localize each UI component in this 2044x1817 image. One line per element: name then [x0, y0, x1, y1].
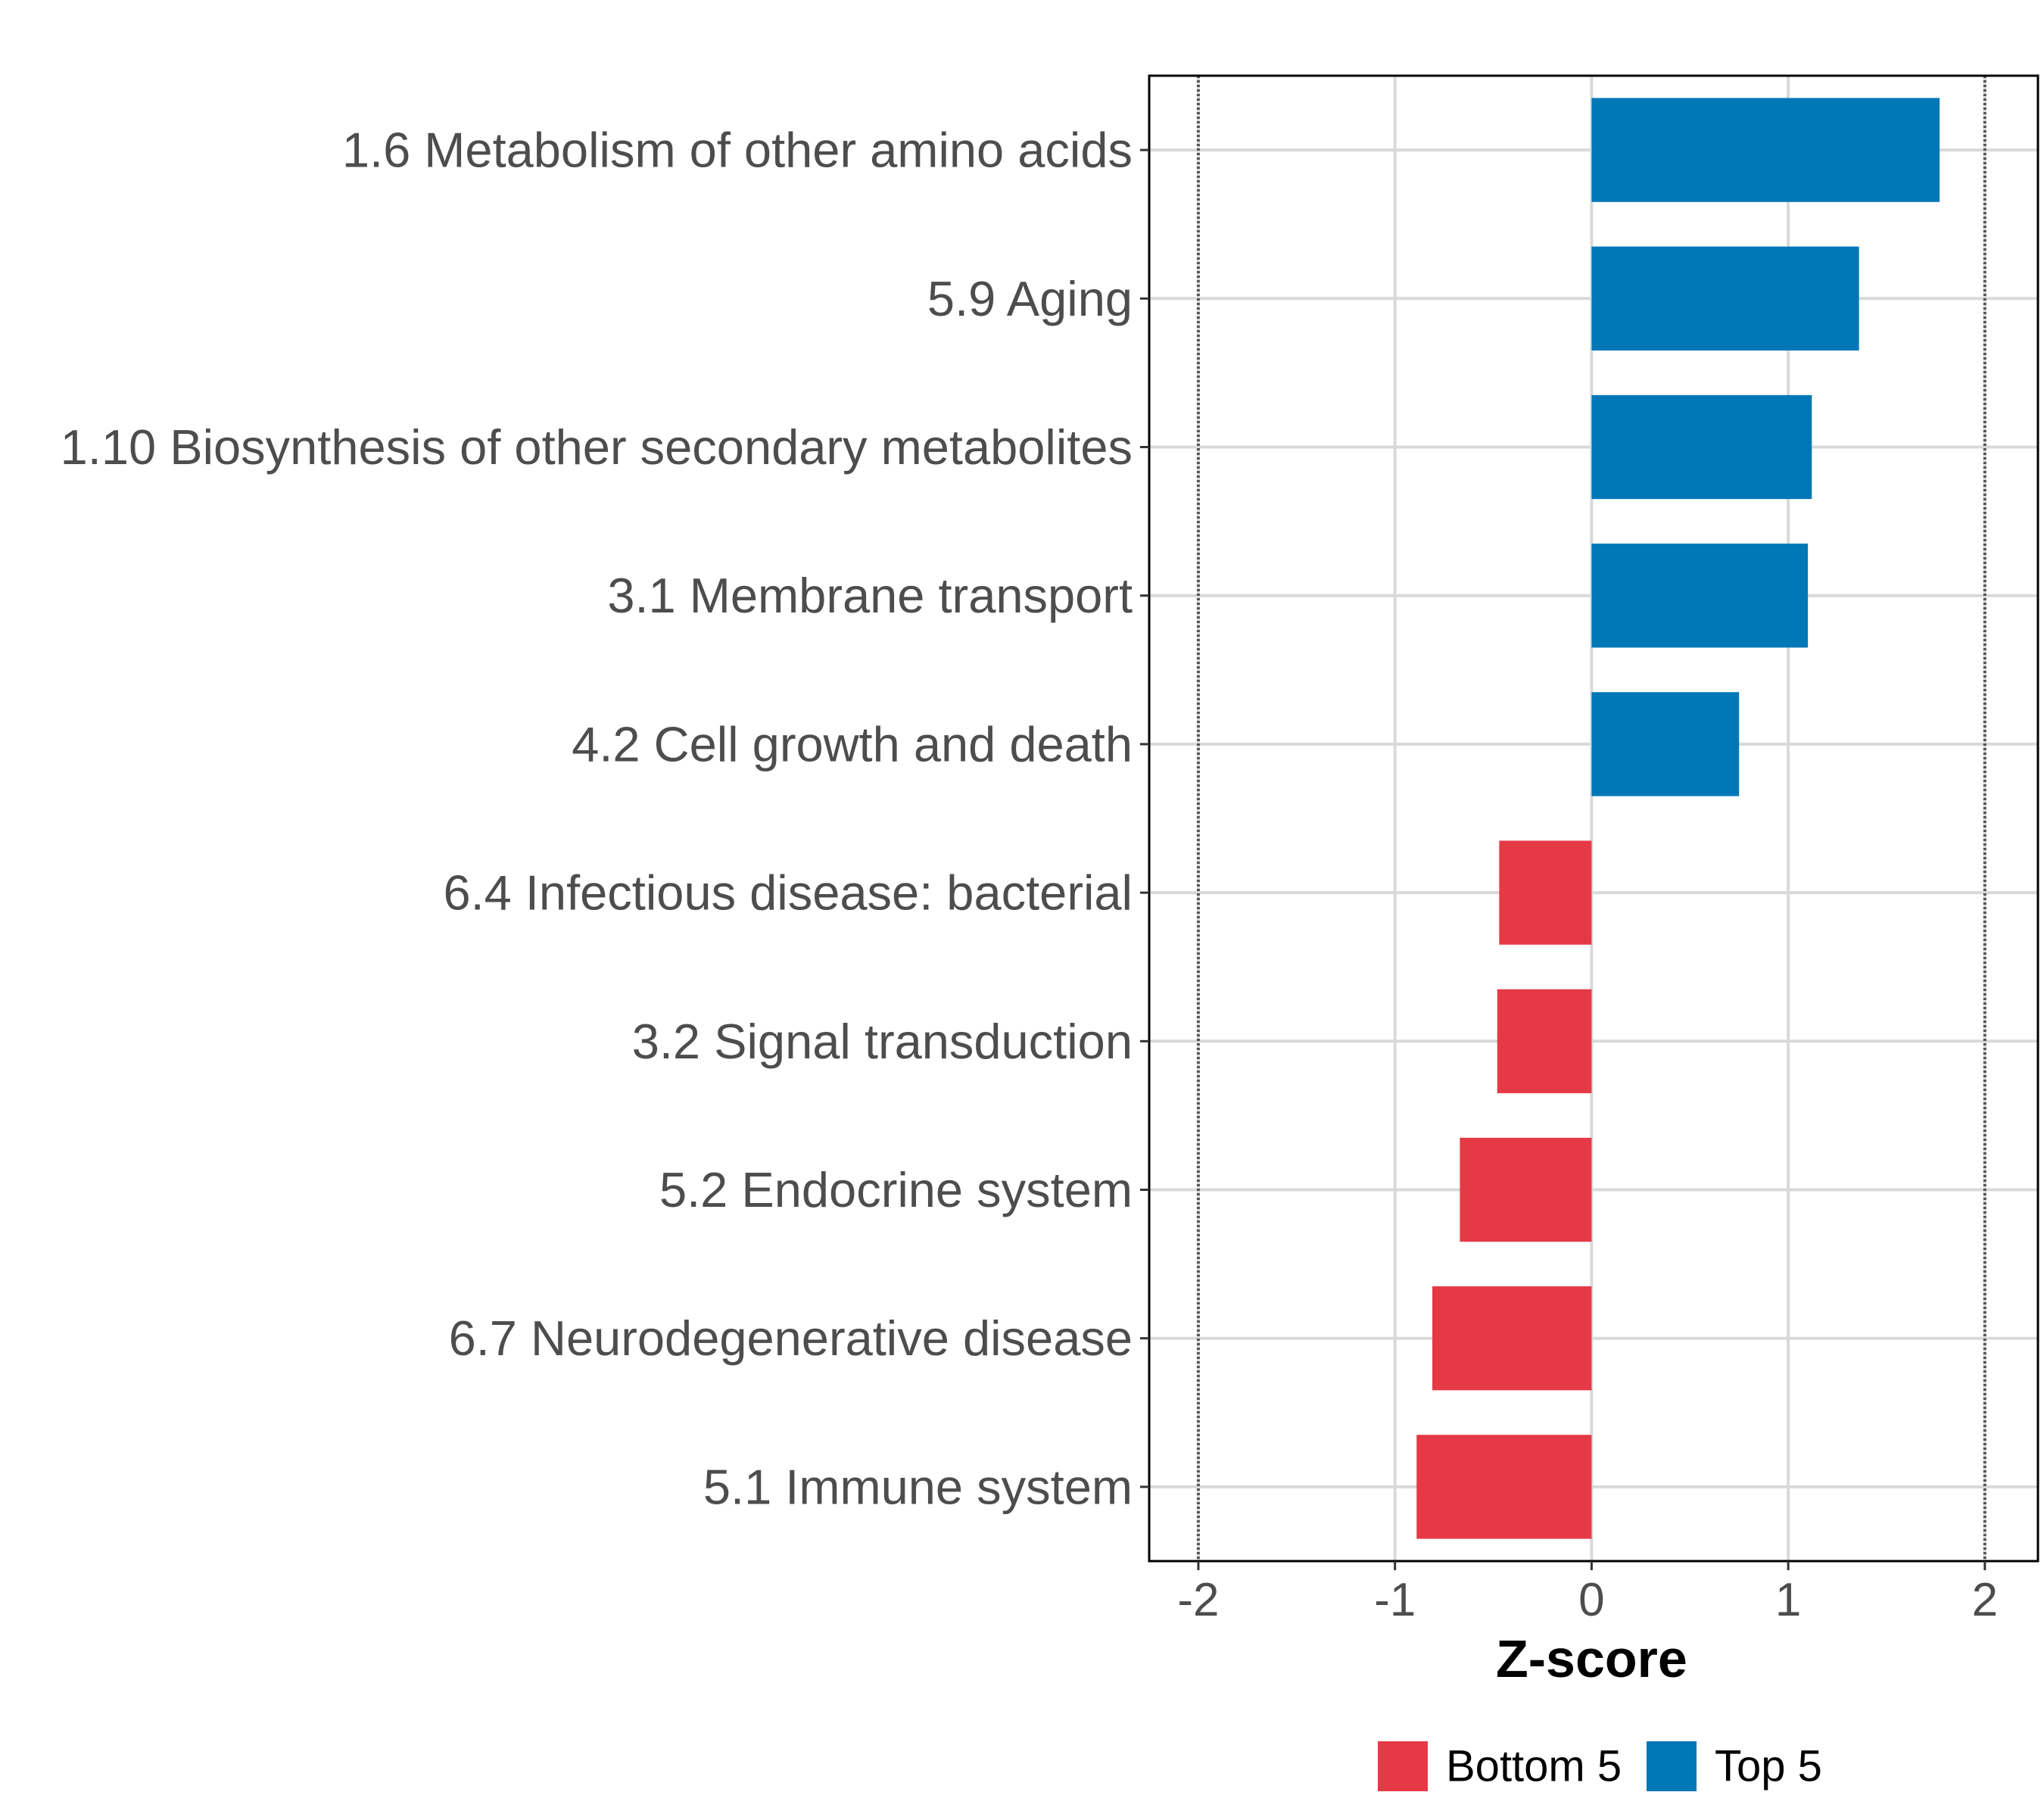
x-tick-label: 1 — [1775, 1574, 1801, 1626]
bar — [1416, 1435, 1592, 1539]
category-label: 1.6 Metabolism of other amino acids — [342, 123, 1133, 178]
x-axis: -2 -1 0 1 2 — [1177, 1561, 1998, 1626]
category-label: 5.2 Endocrine system — [659, 1162, 1133, 1217]
bar — [1460, 1137, 1592, 1242]
bars — [1416, 98, 1940, 1539]
bar — [1432, 1286, 1592, 1391]
category-label: 6.7 Neurodegenerative disease — [449, 1311, 1133, 1366]
bar — [1591, 692, 1740, 796]
y-axis: 1.6 Metabolism of other amino acids 5.9 A… — [61, 123, 1149, 1514]
x-axis-title: Z-score — [1496, 1629, 1687, 1688]
reference-lines — [1196, 76, 1986, 1561]
x-tick-label: 0 — [1578, 1574, 1604, 1626]
x-tick-label: -1 — [1374, 1574, 1416, 1626]
category-label: 3.1 Membrane transport — [607, 568, 1133, 623]
bar — [1497, 989, 1592, 1093]
bar — [1591, 544, 1809, 648]
legend: Bottom 5 Top 5 — [1378, 1741, 1822, 1791]
bar — [1499, 840, 1592, 945]
category-label: 5.1 Immune system — [703, 1459, 1133, 1514]
legend-label: Top 5 — [1715, 1742, 1822, 1791]
legend-label: Bottom 5 — [1446, 1742, 1622, 1791]
category-label: 6.4 Infectious disease: bacterial — [443, 865, 1133, 921]
x-tick-label: -2 — [1177, 1574, 1219, 1626]
bar — [1591, 98, 1940, 202]
legend-swatch — [1378, 1741, 1428, 1791]
category-label: 3.2 Signal transduction — [632, 1014, 1133, 1069]
x-tick-label: 2 — [1972, 1574, 1998, 1626]
bar — [1591, 394, 1812, 500]
panel-border — [1148, 74, 2039, 1563]
legend-swatch — [1647, 1741, 1697, 1791]
bar — [1591, 246, 1859, 351]
category-label: 1.10 Biosynthesis of other secondary met… — [61, 419, 1133, 475]
category-label: 5.9 Aging — [927, 271, 1133, 326]
category-label: 4.2 Cell growth and death — [572, 716, 1133, 771]
